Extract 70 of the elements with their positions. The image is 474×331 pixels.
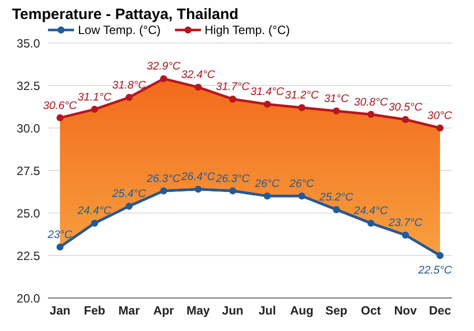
point: [436, 124, 444, 132]
point: [436, 252, 444, 259]
x-tick-label: Sep: [325, 304, 348, 318]
point: [56, 114, 64, 122]
data-label: 32.4°C: [181, 69, 216, 82]
point: [126, 202, 133, 210]
data-label: 31.7°C: [216, 81, 250, 94]
legend-label: Low Temp. (°C): [78, 23, 161, 37]
point: [402, 232, 409, 239]
x-tick-label: Mar: [118, 304, 140, 318]
data-label: 31.1°C: [78, 91, 112, 104]
point: [91, 220, 98, 227]
data-label: 30.5°C: [388, 102, 422, 114]
point: [194, 84, 202, 91]
data-label: 26.3°C: [146, 172, 181, 185]
x-tick-label: May: [186, 304, 210, 318]
data-label: 25.2°C: [318, 192, 354, 204]
point: [402, 116, 409, 123]
data-label: 30.8°C: [354, 96, 388, 108]
y-tick-label: 30.0: [16, 121, 40, 136]
point: [332, 206, 340, 214]
point: [298, 104, 306, 112]
x-tick-label: Jul: [258, 304, 276, 318]
data-label: 26.3°C: [214, 172, 250, 185]
y-tick-label: 25.0: [16, 206, 40, 220]
data-label: 32.9°C: [146, 60, 181, 73]
data-label: 26.4°C: [180, 171, 216, 184]
y-tick-label: 20.0: [16, 291, 40, 306]
data-label: 23.7°C: [388, 217, 422, 230]
data-label: 25.4°C: [111, 188, 146, 200]
x-tick-label: Jan: [50, 304, 70, 318]
data-label: 31.8°C: [112, 79, 146, 92]
point: [367, 220, 374, 227]
point: [56, 244, 64, 250]
x-tick-label: Dec: [428, 304, 452, 318]
data-label: 31°C: [324, 93, 349, 105]
point: [264, 192, 271, 200]
data-label: 31.4°C: [250, 86, 284, 98]
y-tick-label: 35.0: [16, 36, 40, 50]
y-tick-label: 32.5: [16, 78, 40, 93]
data-label: 24.4°C: [76, 205, 112, 218]
x-tick-label: Apr: [153, 304, 174, 318]
data-label: 31.2°C: [284, 90, 319, 102]
point: [91, 106, 98, 113]
data-label: 23°C: [46, 229, 72, 241]
x-tick-label: Jun: [222, 304, 244, 318]
x-tick-label: Aug: [290, 304, 314, 318]
point: [298, 192, 306, 200]
x-tick-label: Oct: [360, 304, 381, 318]
data-label: 24.4°C: [353, 205, 388, 218]
data-label: 30.6°C: [43, 100, 77, 112]
point: [264, 100, 271, 108]
data-label: 26°C: [254, 178, 280, 190]
x-tick-label: Feb: [84, 304, 106, 318]
point: [332, 108, 340, 114]
x-tick-label: Nov: [394, 304, 418, 318]
chart-title: Temperature - Pattaya, Thailand: [11, 6, 240, 23]
data-label: 26°C: [288, 178, 314, 190]
point: [229, 187, 236, 194]
data-label: 22.5°C: [417, 264, 452, 276]
point: [229, 96, 236, 103]
point: [160, 187, 168, 194]
point: [160, 75, 168, 82]
y-tick-label: 22.5: [16, 248, 40, 263]
point: [194, 186, 202, 193]
data-label: 30°C: [427, 110, 452, 122]
legend-label: High Temp. (°C): [204, 23, 290, 37]
y-tick-label: 27.5: [16, 164, 40, 178]
point: [367, 110, 374, 118]
point: [126, 94, 133, 101]
